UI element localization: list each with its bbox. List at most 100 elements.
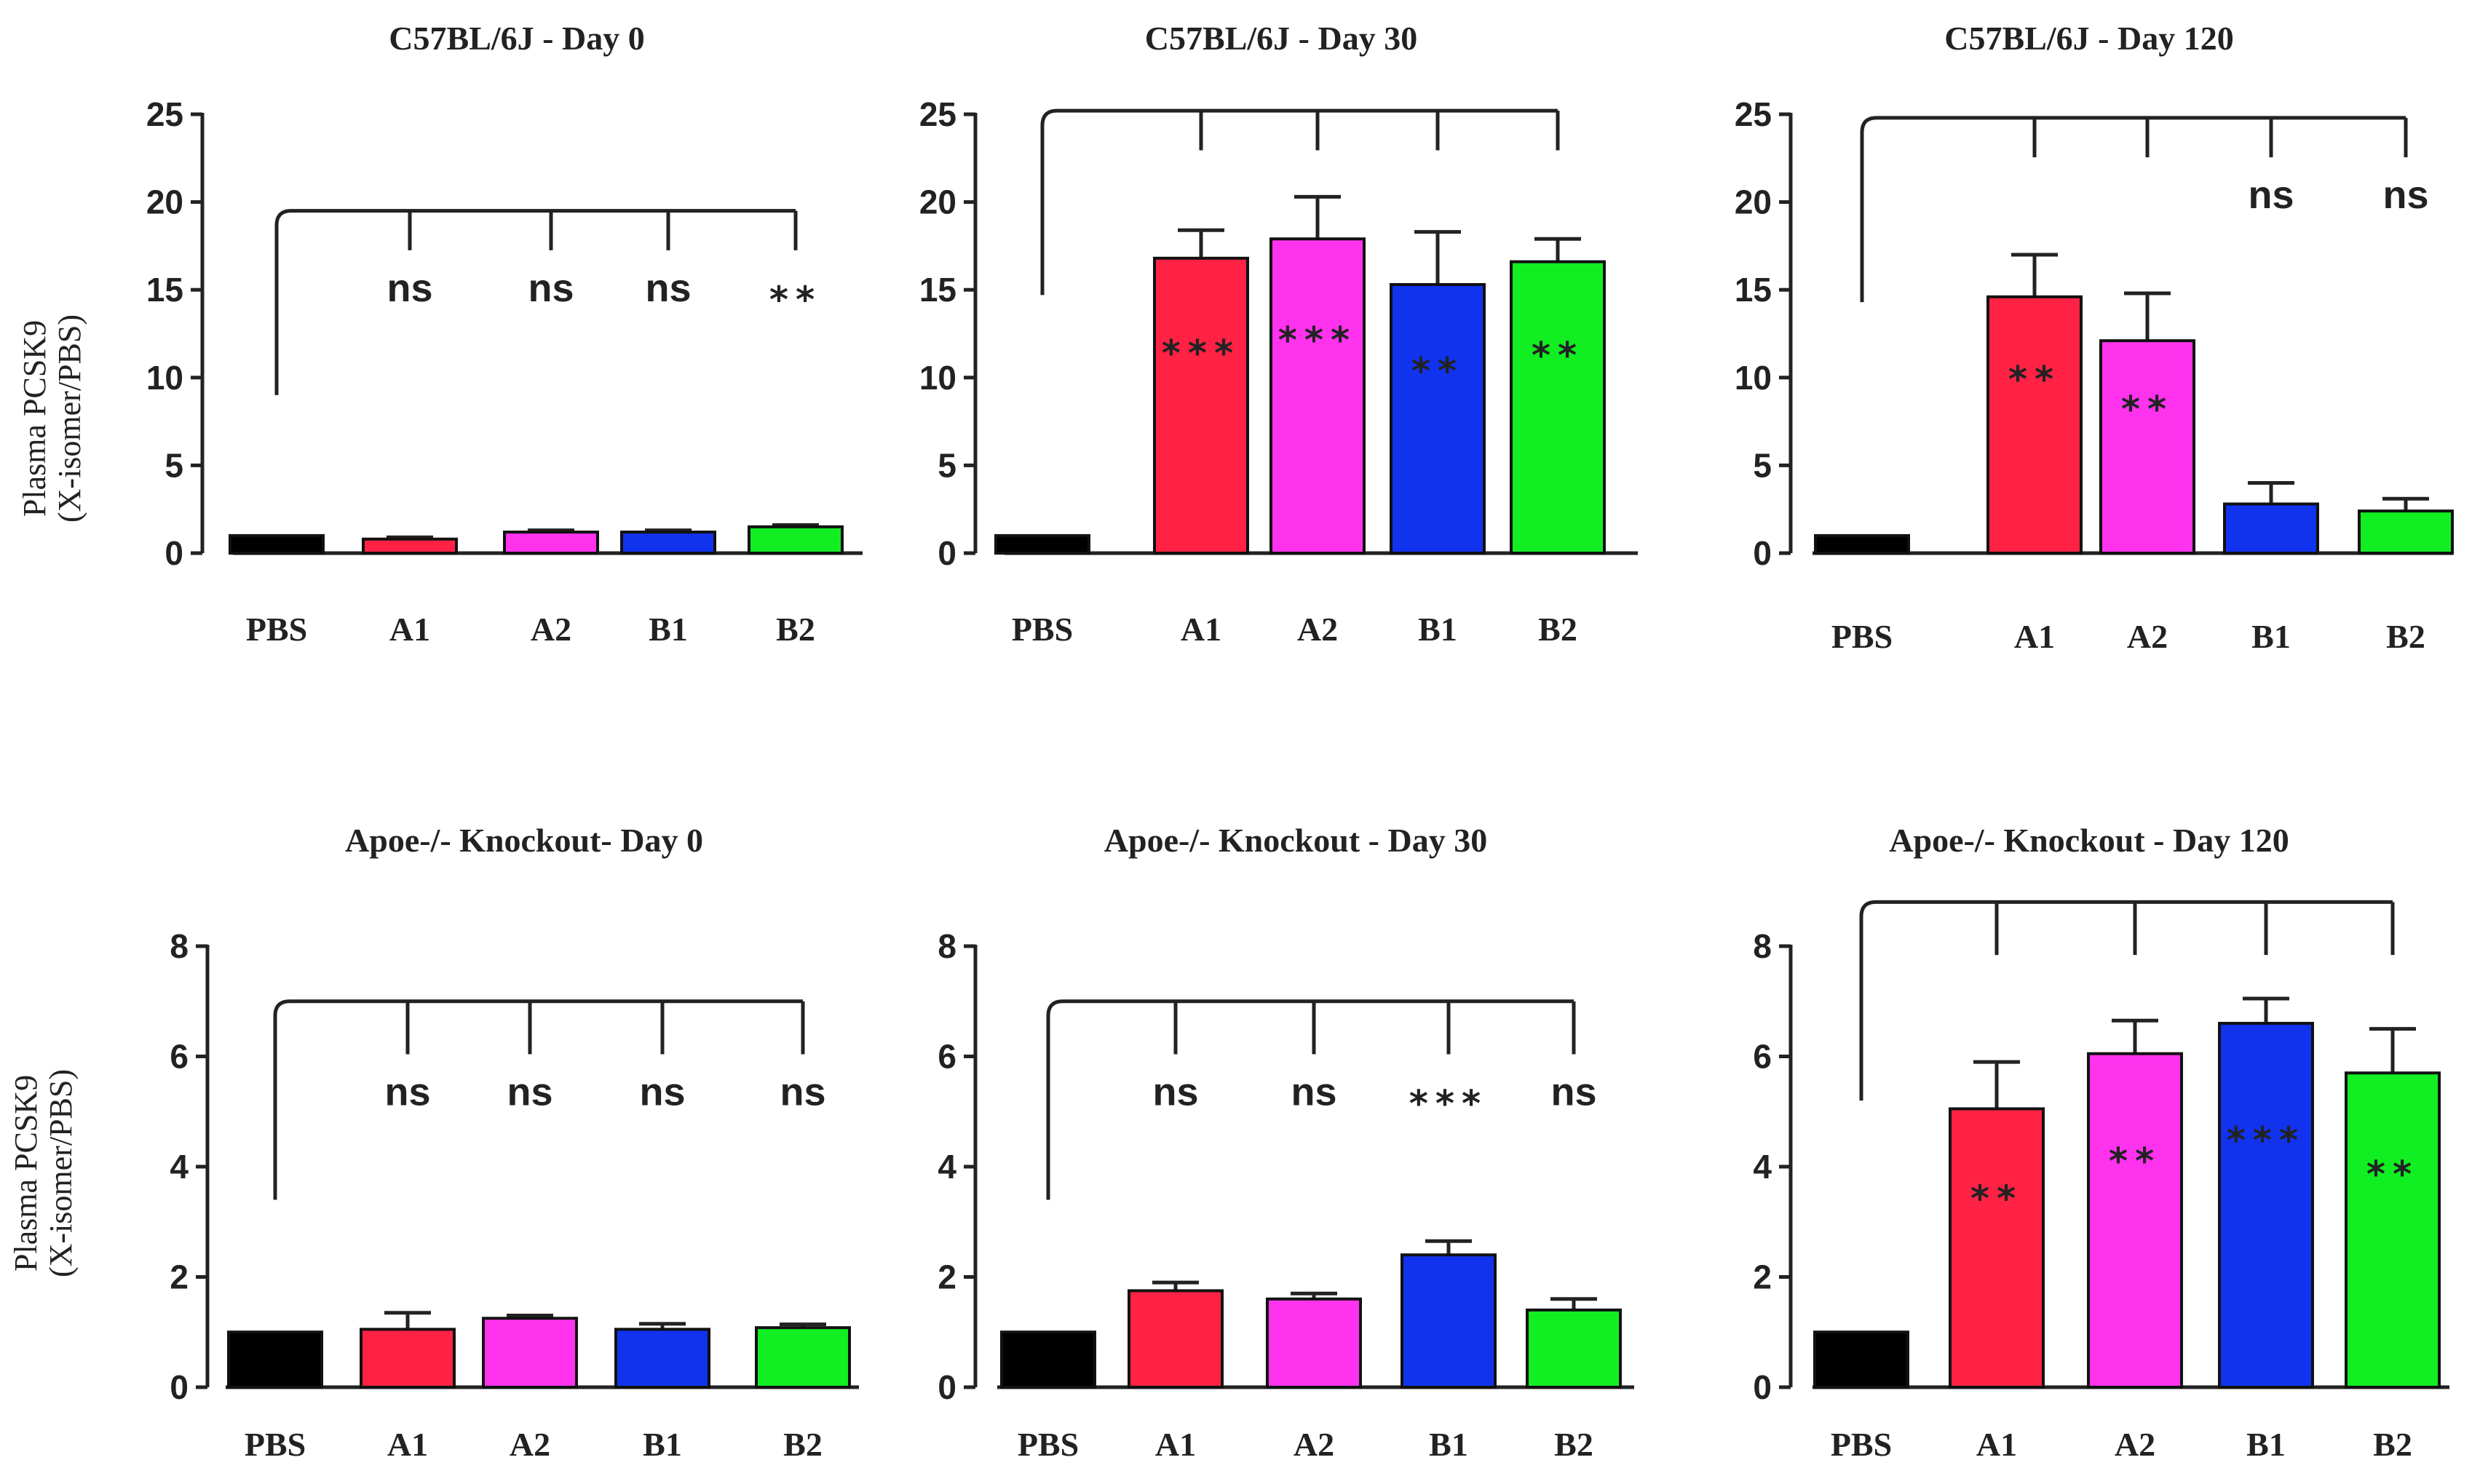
y-tick-label: 25 bbox=[1735, 95, 1772, 133]
significance-label: *** bbox=[2227, 1119, 2305, 1162]
y-tick-label: 6 bbox=[1753, 1038, 1772, 1076]
significance-bracket bbox=[1860, 116, 2406, 303]
y-tick-label: 0 bbox=[165, 534, 183, 572]
chart-title: C57BL/6J - Day 0 bbox=[389, 20, 644, 57]
significance-label: *** bbox=[1162, 332, 1240, 374]
significance-label: ** bbox=[1970, 1178, 2023, 1220]
bar-a1 bbox=[360, 1328, 456, 1389]
y-label-line1: Plasma PCSK9 bbox=[8, 1075, 44, 1271]
y-tick-label: 2 bbox=[1753, 1258, 1772, 1296]
category-label: PBS bbox=[1831, 1426, 1892, 1463]
category-label: B2 bbox=[1554, 1426, 1593, 1463]
bar-b2 bbox=[1526, 1308, 1622, 1389]
y-tick-label: 10 bbox=[146, 359, 183, 397]
category-label: A2 bbox=[510, 1426, 550, 1463]
category-label: A2 bbox=[531, 611, 571, 648]
bar-a1 bbox=[1949, 1107, 2045, 1389]
significance-label: ** bbox=[1411, 350, 1464, 392]
y-tick-label: 8 bbox=[938, 927, 956, 965]
bar-pbs bbox=[1814, 533, 1910, 555]
y-tick-label: 15 bbox=[146, 271, 183, 309]
chart-panel-6: Apoe-/- Knockout - Day 120 0 2 4 6 8 PBS A1 A2 B1… bbox=[1753, 822, 2449, 1463]
category-label: PBS bbox=[246, 611, 307, 648]
category-label: PBS bbox=[1018, 1426, 1079, 1463]
category-label: B1 bbox=[643, 1426, 682, 1463]
significance-label: ** bbox=[2121, 389, 2174, 431]
y-tick-label: 5 bbox=[938, 446, 956, 484]
category-label: B2 bbox=[776, 611, 815, 648]
category-label: B1 bbox=[2251, 618, 2291, 655]
y-tick-label: 10 bbox=[919, 359, 956, 397]
y-tick-label: 0 bbox=[938, 1368, 956, 1406]
y-tick-label: 25 bbox=[919, 95, 956, 133]
significance-label: *** bbox=[1278, 319, 1357, 361]
y-tick-label: 0 bbox=[1753, 1368, 1772, 1406]
y-tick-label: 20 bbox=[919, 183, 956, 221]
bar-b1 bbox=[620, 531, 716, 555]
chart-title: C57BL/6J - Day 30 bbox=[1145, 20, 1417, 57]
chart-title: Apoe-/- Knockout- Day 0 bbox=[345, 822, 703, 859]
y-tick-label: 0 bbox=[1753, 534, 1772, 572]
category-label: B2 bbox=[783, 1426, 823, 1463]
bar-pbs bbox=[1813, 1330, 1909, 1389]
y-tick-label: 15 bbox=[919, 271, 956, 309]
significance-bracket bbox=[274, 209, 796, 395]
y-tick-label: 25 bbox=[146, 95, 183, 133]
chart-title: Apoe-/- Knockout - Day 30 bbox=[1104, 822, 1487, 859]
category-label: B2 bbox=[2386, 618, 2425, 655]
bar-a2 bbox=[1266, 1297, 1362, 1389]
y-tick-label: 5 bbox=[165, 446, 183, 484]
bar-b1 bbox=[2223, 502, 2319, 555]
y-tick-label: 4 bbox=[938, 1148, 956, 1186]
significance-bracket bbox=[1859, 900, 2393, 1101]
significance-bracket bbox=[1046, 999, 1574, 1200]
significance-label: ns bbox=[645, 266, 691, 310]
category-label: PBS bbox=[245, 1426, 306, 1463]
category-label: PBS bbox=[1012, 611, 1073, 648]
significance-label: ns bbox=[1550, 1070, 1596, 1114]
category-label: A1 bbox=[387, 1426, 428, 1463]
category-label: B1 bbox=[649, 611, 688, 648]
category-label: B1 bbox=[1418, 611, 1457, 648]
y-tick-label: 10 bbox=[1735, 359, 1772, 397]
category-label: A2 bbox=[1294, 1426, 1334, 1463]
chart-panel-3: C57BL/6J - Day 120 0 5 10 15 20 25 PBS A1 A2 B1 B2 *… bbox=[1735, 20, 2454, 655]
y-tick-label: 6 bbox=[938, 1038, 956, 1076]
bar-a2 bbox=[2087, 1052, 2183, 1389]
y-tick-label: 2 bbox=[170, 1258, 189, 1296]
significance-label: ns bbox=[639, 1070, 685, 1114]
bar-pbs bbox=[994, 533, 1090, 555]
bar-b2 bbox=[2358, 509, 2454, 555]
significance-label: ns bbox=[1152, 1070, 1198, 1114]
category-label: B1 bbox=[1429, 1426, 1468, 1463]
chart-panel-2: C57BL/6J - Day 30 0 5 10 15 20 25 PBS A1 A2 B1 B2 **… bbox=[919, 20, 1638, 648]
chart-panel-4: Apoe-/- Knockout- Day 0 0 2 4 6 8 PBS A1 A2 B1 B2 n… bbox=[170, 822, 859, 1463]
bar-b1 bbox=[2218, 1022, 2314, 1389]
chart-panel-5: Apoe-/- Knockout - Day 30 0 2 4 6 8 PBS A1 A2 B1 B… bbox=[938, 822, 1634, 1463]
category-label: A1 bbox=[1976, 1426, 2017, 1463]
category-label: A1 bbox=[1181, 611, 1221, 648]
significance-label: ns bbox=[387, 266, 432, 310]
bar-pbs bbox=[1000, 1330, 1096, 1389]
y-tick-label: 4 bbox=[1753, 1148, 1772, 1186]
significance-label: ns bbox=[507, 1070, 552, 1114]
bar-b2 bbox=[748, 525, 844, 555]
y-tick-label: 2 bbox=[938, 1258, 956, 1296]
significance-label: ** bbox=[769, 279, 822, 321]
significance-label: ns bbox=[384, 1070, 430, 1114]
y-axis-label-top: Plasma PCSK9 (X-isomer/PBS) bbox=[17, 314, 87, 523]
bar-a1 bbox=[362, 537, 458, 555]
significance-bracket bbox=[273, 999, 803, 1200]
bar-a1 bbox=[1128, 1289, 1224, 1389]
bar-pbs bbox=[229, 533, 325, 555]
y-tick-label: 8 bbox=[170, 927, 189, 965]
y-axis-label-bottom: Plasma PCSK9 (X-isomer/PBS) bbox=[8, 1069, 79, 1277]
significance-label: ** bbox=[2008, 359, 2061, 401]
significance-label: ns bbox=[780, 1070, 825, 1114]
bar-pbs bbox=[227, 1330, 323, 1389]
y-tick-label: 4 bbox=[170, 1148, 189, 1186]
bar-b1 bbox=[1401, 1253, 1497, 1389]
y-tick-label: 0 bbox=[938, 534, 956, 572]
significance-label: ** bbox=[2109, 1140, 2161, 1182]
